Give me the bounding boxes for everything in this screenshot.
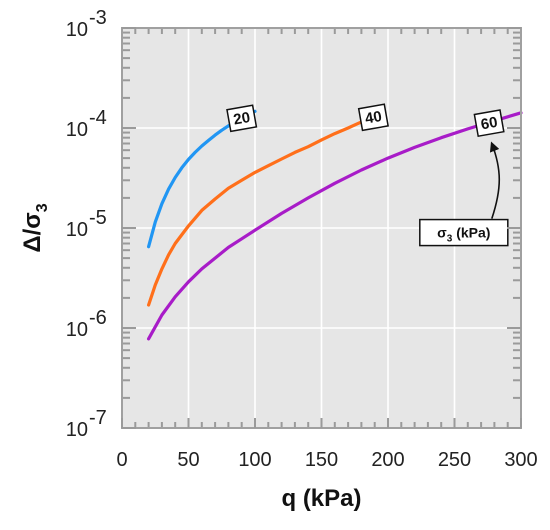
x-tick-label: 200	[371, 449, 404, 471]
x-axis-title: q (kPa)	[281, 485, 361, 512]
y-tick-label: 10	[66, 219, 88, 241]
curve-label-box	[226, 104, 258, 133]
y-tick-label: 10	[66, 19, 88, 41]
y-tick-exponent: -7	[89, 407, 107, 429]
y-tick-label: 10	[66, 319, 88, 341]
minor-ticks	[122, 28, 521, 428]
y-tick-exponent: -5	[89, 207, 107, 229]
y-tick-exponent: -6	[89, 307, 107, 329]
curve-label-20: 20	[226, 104, 258, 133]
x-tick-label: 100	[238, 449, 271, 471]
x-axis-ticks: 0 50 100 150 200 250 300	[116, 418, 538, 471]
series-line-60	[147, 111, 523, 341]
series-line-40	[147, 120, 363, 307]
y-tick-exponent: -3	[89, 7, 107, 29]
curve-label-box	[357, 103, 389, 132]
curve-label-text: 60	[479, 114, 498, 134]
x-tick-label: 300	[504, 449, 537, 471]
annotation-box: σ3 (kPa)	[419, 218, 509, 247]
annotation-frame	[419, 218, 509, 247]
y-tick-exponent: -4	[89, 107, 107, 129]
curve-labels: 20 40 60	[226, 103, 505, 138]
curve-label-60: 60	[473, 109, 505, 138]
x-tick-label: 50	[177, 449, 199, 471]
annotation-arrow	[489, 141, 500, 219]
y-axis-title: Δ/σ3	[19, 203, 51, 252]
x-tick-label: 0	[116, 449, 127, 471]
y-axis-ticks: 10-710-610-510-410-3	[66, 7, 521, 441]
y-tick-label: 10	[66, 119, 88, 141]
annotation: σ3 (kPa)	[419, 141, 509, 247]
x-tick-label: 150	[305, 449, 338, 471]
x-tick-label: 250	[438, 449, 471, 471]
curve-label-40: 40	[357, 103, 389, 132]
curve-label-text: 20	[232, 109, 251, 129]
curve-label-box	[473, 109, 505, 138]
curve-label-text: 40	[364, 108, 383, 128]
y-tick-label: 10	[66, 419, 88, 441]
annotation-text: σ3 (kPa)	[437, 225, 490, 245]
